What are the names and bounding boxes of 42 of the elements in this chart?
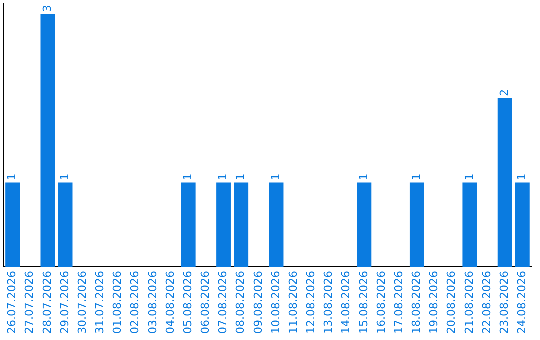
- x-tick-label: 11.08.2026: [286, 271, 300, 334]
- x-tick-label: 21.08.2026: [462, 271, 476, 334]
- x-tick-label: 22.08.2026: [480, 271, 494, 334]
- x-tick-label: 23.08.2026: [498, 271, 511, 334]
- x-tick-label: 31.07.2026: [94, 271, 107, 334]
- x-tick-label: 09.08.2026: [252, 271, 265, 334]
- x-tick-label: 05.08.2026: [181, 271, 194, 334]
- data-label: 1: [181, 174, 194, 181]
- x-tick-label: 27.07.2026: [23, 271, 36, 334]
- x-tick-label: 17.08.2026: [392, 271, 406, 334]
- data-label: 1: [58, 174, 72, 181]
- x-tick-label: 26.07.2026: [6, 271, 19, 334]
- x-tick-label: 24.08.2026: [516, 271, 529, 334]
- data-label: 1: [357, 174, 370, 181]
- x-tick-label: 02.08.2026: [128, 271, 142, 334]
- x-tick-label: 12.08.2026: [304, 271, 318, 334]
- x-tick-label: 04.08.2026: [164, 271, 177, 334]
- x-tick-label: 06.08.2026: [199, 271, 212, 334]
- data-label: 3: [40, 5, 54, 12]
- x-tick-label: 01.08.2026: [111, 271, 124, 334]
- x-tick-label: 15.08.2026: [357, 271, 370, 334]
- x-tick-label: 07.08.2026: [216, 271, 230, 334]
- x-tick-label: 20.08.2026: [445, 271, 458, 334]
- x-tick-label: 28.07.2026: [40, 271, 54, 334]
- data-label: 1: [234, 174, 248, 181]
- x-tick-label: 10.08.2026: [269, 271, 282, 334]
- data-label: 1: [410, 174, 424, 181]
- x-tick-label: 13.08.2026: [322, 271, 336, 334]
- x-tick-label: 19.08.2026: [428, 271, 441, 334]
- data-label: 1: [216, 174, 230, 181]
- data-label: 1: [6, 174, 19, 181]
- x-tick-label: 29.07.2026: [58, 271, 72, 334]
- x-tick-label: 18.08.2026: [410, 271, 424, 334]
- x-tick-label: 16.08.2026: [374, 271, 388, 334]
- x-tick-label: 30.07.2026: [76, 271, 89, 334]
- data-label: 1: [516, 174, 529, 181]
- data-label: 1: [462, 174, 476, 181]
- data-label: 2: [498, 89, 511, 96]
- x-tick-label: 03.08.2026: [146, 271, 160, 334]
- x-tick-label: 08.08.2026: [234, 271, 248, 334]
- x-tick-label: 14.08.2026: [340, 271, 353, 334]
- data-label: 1: [269, 174, 282, 181]
